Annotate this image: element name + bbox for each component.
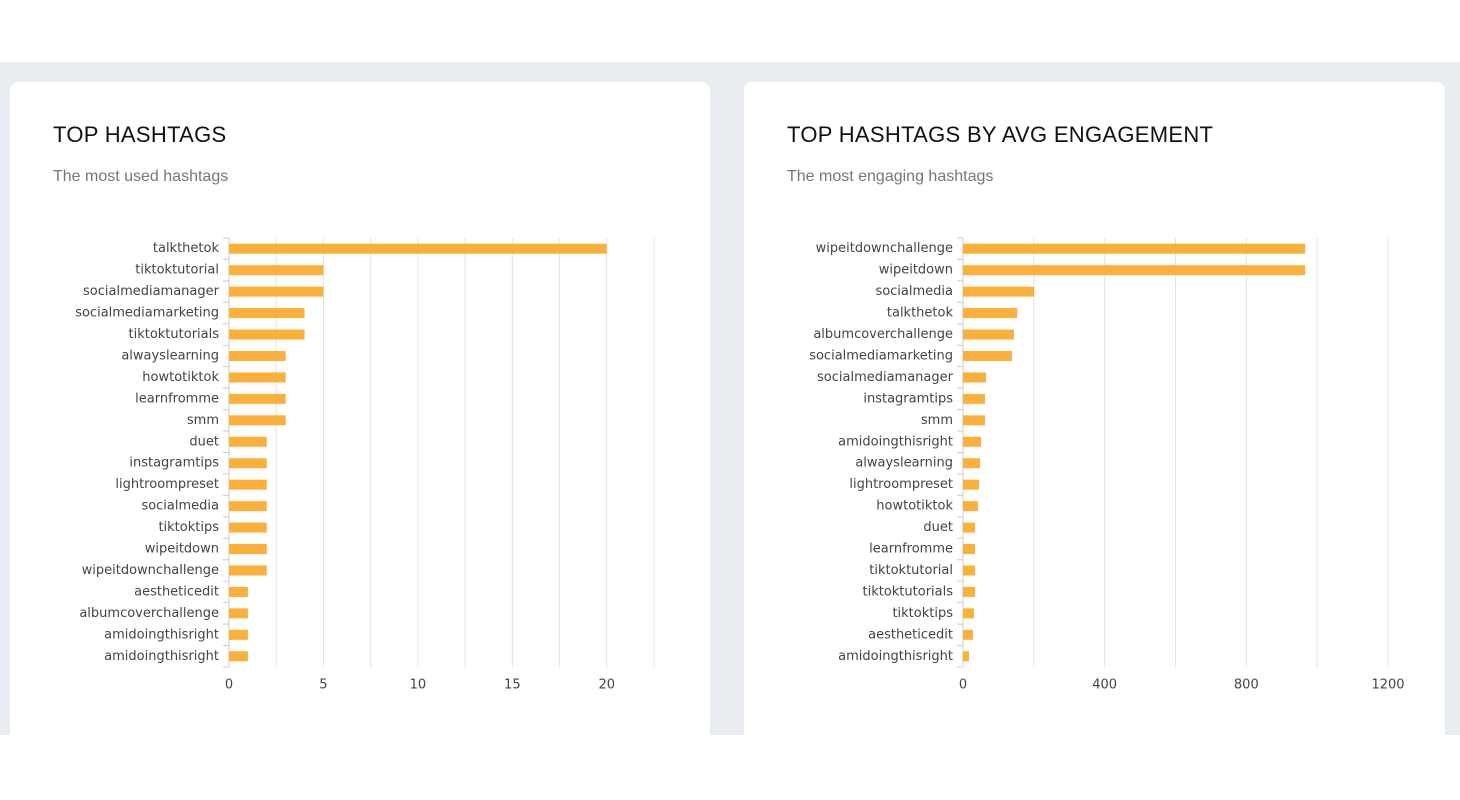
y-tick-label: amidoingthisright	[104, 649, 219, 664]
bar	[963, 329, 1014, 340]
chart-subtitle: The most engaging hashtags	[787, 168, 994, 185]
y-tick-label: smm	[921, 413, 953, 428]
y-tick-label: socialmedia	[875, 284, 953, 299]
y-tick-label: howtotiktok	[142, 370, 219, 385]
y-tick-label: duet	[189, 434, 219, 449]
y-tick-label: lightroompreset	[849, 477, 953, 492]
x-tick-label: 400	[1092, 678, 1117, 693]
y-tick-label: instagramtips	[129, 456, 219, 471]
x-tick-label: 0	[959, 678, 967, 693]
bar	[229, 436, 267, 447]
bar	[963, 286, 1035, 297]
bar	[963, 522, 976, 533]
chart-title: TOP HASHTAGS BY AVG ENGAGEMENT	[787, 122, 1214, 147]
y-tick-label: amidoingthisright	[838, 649, 953, 664]
bar	[963, 544, 976, 555]
bar	[963, 608, 974, 619]
y-tick-label: wipeitdown	[879, 263, 953, 278]
chart: 0 400 800 1200 wipeitdownchallenge wipeitdown…	[809, 237, 1405, 693]
bar	[229, 586, 248, 597]
x-tick-label: 5	[319, 678, 327, 693]
y-tick-label: tiktoktutorials	[862, 584, 953, 599]
x-tick-label: 800	[1234, 678, 1259, 693]
y-tick-label: albumcoverchallenge	[813, 327, 953, 342]
bar	[963, 265, 1306, 276]
bar	[229, 522, 267, 533]
y-tick-label: socialmediamarketing	[809, 348, 953, 363]
bar	[229, 651, 248, 662]
bar	[229, 565, 267, 576]
bar	[229, 350, 286, 361]
bar	[229, 265, 324, 276]
bar	[229, 629, 248, 640]
y-tick-label: wipeitdownchallenge	[82, 563, 219, 578]
bar	[229, 501, 267, 512]
y-tick-label: tiktoktips	[158, 520, 219, 535]
bar	[963, 565, 976, 576]
x-tick-label: 20	[599, 678, 616, 693]
y-tick-label: socialmediamarketing	[75, 306, 219, 321]
bar	[229, 286, 324, 297]
bar	[229, 393, 286, 404]
bar	[963, 308, 1018, 319]
bar	[229, 479, 267, 490]
bar	[963, 350, 1012, 361]
bar	[963, 243, 1306, 254]
y-tick-label: socialmediamanager	[817, 370, 954, 385]
bar	[963, 393, 985, 404]
bar	[963, 415, 985, 426]
bar	[229, 458, 267, 469]
bar	[963, 436, 982, 447]
y-tick-label: tiktoktutorials	[128, 327, 219, 342]
bar	[229, 308, 305, 319]
y-tick-label: wipeitdownchallenge	[816, 241, 953, 256]
bar	[229, 415, 286, 426]
bar	[229, 329, 305, 340]
y-tick-label: lightroompreset	[115, 477, 219, 492]
x-tick-label: 10	[410, 678, 427, 693]
dashboard: TOP HASHTAGS The most used hashtags 0 5 10…	[0, 62, 1460, 735]
bar	[963, 479, 979, 490]
y-tick-label: howtotiktok	[876, 499, 953, 514]
x-tick-label: 0	[225, 678, 233, 693]
y-tick-label: aestheticedit	[868, 627, 953, 642]
y-tick-label: wipeitdown	[145, 542, 219, 557]
bar	[963, 629, 973, 640]
chart: 0 5 10 15 20 talkthetok tiktoktutorial socialme…	[75, 237, 655, 693]
y-tick-label: tiktoktutorial	[869, 563, 953, 578]
y-tick-label: instagramtips	[863, 391, 953, 406]
chart-card: TOP HASHTAGS BY AVG ENGAGEMENT The most …	[744, 82, 1445, 735]
y-tick-label: duet	[923, 520, 953, 535]
x-tick-label: 15	[504, 678, 521, 693]
chart-title: TOP HASHTAGS	[53, 122, 227, 147]
bar	[963, 458, 980, 469]
y-tick-label: alwayslearning	[855, 456, 953, 471]
y-tick-label: learnfromme	[869, 542, 953, 557]
bar	[963, 372, 987, 383]
y-tick-label: learnfromme	[135, 391, 219, 406]
chart-subtitle: The most used hashtags	[53, 168, 229, 185]
y-tick-label: aestheticedit	[134, 584, 219, 599]
bar	[963, 586, 976, 597]
y-tick-label: amidoingthisright	[104, 627, 219, 642]
chart-card: TOP HASHTAGS The most used hashtags 0 5 10…	[10, 82, 710, 735]
y-tick-label: socialmedia	[141, 499, 219, 514]
bar	[963, 651, 970, 662]
y-tick-label: amidoingthisright	[838, 434, 953, 449]
bar	[229, 544, 267, 555]
bar	[229, 608, 248, 619]
bar	[963, 501, 978, 512]
y-tick-label: smm	[187, 413, 219, 428]
bar	[229, 243, 607, 254]
y-tick-label: albumcoverchallenge	[79, 606, 219, 621]
y-tick-label: talkthetok	[153, 241, 220, 256]
y-tick-label: socialmediamanager	[83, 284, 220, 299]
y-tick-label: tiktoktips	[892, 606, 953, 621]
bar	[229, 372, 286, 383]
x-tick-label: 1200	[1371, 678, 1404, 693]
y-tick-label: alwayslearning	[121, 348, 219, 363]
y-tick-label: tiktoktutorial	[135, 263, 219, 278]
y-tick-label: talkthetok	[887, 306, 954, 321]
